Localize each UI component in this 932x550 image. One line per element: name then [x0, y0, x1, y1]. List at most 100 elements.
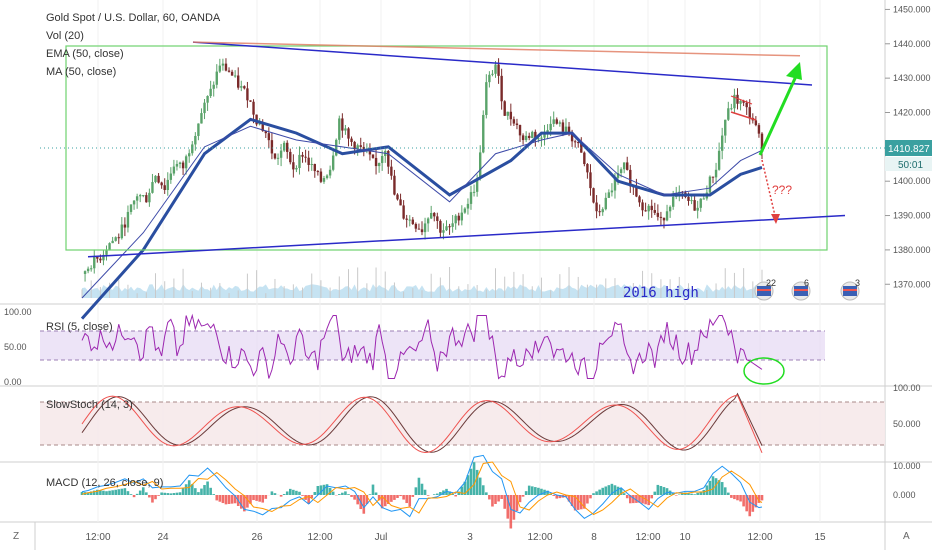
- candle-body: [442, 230, 444, 233]
- macd-bar: [313, 492, 316, 495]
- macd-bar: [727, 493, 730, 495]
- chart-title[interactable]: Gold Spot / U.S. Dollar, 60, OANDA: [46, 12, 221, 24]
- auto-scale-button[interactable]: A: [903, 531, 910, 542]
- macd-bar: [482, 485, 485, 495]
- macd-bar: [203, 485, 206, 495]
- macd-bar: [258, 495, 261, 502]
- candle-body: [540, 138, 542, 139]
- macd-bar: [212, 494, 215, 495]
- macd-bar: [748, 495, 751, 516]
- time-tick: Jul: [375, 532, 388, 543]
- candle-body: [173, 167, 175, 174]
- macd-label[interactable]: MACD (12, 26, close, 9): [46, 477, 163, 489]
- macd-bar: [721, 482, 724, 495]
- candle-body: [405, 219, 407, 220]
- candle-body: [657, 213, 659, 217]
- macd-bar: [215, 495, 218, 500]
- stoch-label[interactable]: SlowStoch (14, 3): [46, 399, 133, 411]
- macd-bar: [693, 494, 696, 495]
- candle-body: [194, 136, 196, 144]
- candle-body: [497, 65, 499, 76]
- candle-body: [412, 220, 414, 224]
- rsi-tick: 50.00: [4, 342, 27, 352]
- macd-tick: 10.000: [893, 461, 921, 471]
- macd-bar: [412, 495, 415, 497]
- candle-body: [402, 205, 404, 218]
- macd-bar: [264, 495, 267, 499]
- candle-body: [114, 237, 116, 241]
- macd-bar: [476, 470, 479, 495]
- macd-bar: [500, 495, 503, 499]
- candle-body: [372, 154, 374, 158]
- candle-body: [381, 156, 383, 163]
- candle-body: [237, 76, 239, 88]
- macd-bar: [641, 495, 644, 504]
- candle-body: [709, 177, 711, 193]
- candle-body: [145, 195, 147, 202]
- macd-bar: [396, 495, 399, 498]
- candle-body: [647, 206, 649, 212]
- timezone-button[interactable]: Z: [13, 531, 19, 542]
- candle-body: [749, 107, 751, 118]
- price-tick: 1370.000: [893, 279, 931, 289]
- macd-bar: [124, 488, 127, 495]
- candle-body: [687, 197, 689, 201]
- macd-bar: [473, 462, 476, 495]
- macd-bar: [399, 495, 402, 496]
- candle-body: [755, 120, 757, 125]
- macd-bar: [127, 491, 130, 495]
- candle-body: [216, 72, 218, 85]
- macd-bar: [231, 495, 234, 504]
- macd-bar: [742, 495, 745, 506]
- macd-tick: 0.000: [893, 490, 916, 500]
- candle-body: [602, 209, 604, 212]
- event-count: 22: [766, 278, 776, 288]
- macd-bar: [344, 491, 347, 495]
- candle-body: [246, 88, 248, 100]
- candle-body: [479, 152, 481, 178]
- macd-bar: [761, 495, 764, 500]
- time-tick: 3: [467, 532, 473, 543]
- price-tick: 1390.000: [893, 211, 931, 221]
- candle-body: [485, 82, 487, 115]
- macd-bar: [206, 482, 209, 496]
- macd-bar: [402, 495, 405, 500]
- macd-bar: [222, 495, 225, 503]
- candle-body: [415, 224, 417, 229]
- macd-bar: [427, 495, 430, 496]
- candle-body: [436, 216, 438, 221]
- candle-body: [592, 188, 594, 202]
- rsi-label[interactable]: RSI (5, close): [46, 321, 113, 333]
- candle-body: [274, 153, 276, 158]
- candle-body: [390, 167, 392, 176]
- candle-body: [280, 151, 282, 158]
- candle-body: [727, 108, 729, 119]
- candle-body: [430, 213, 432, 218]
- macd-bar: [470, 469, 473, 495]
- candle-body: [323, 178, 325, 182]
- macd-bar: [626, 495, 629, 498]
- candle-body: [111, 241, 113, 243]
- macd-bar: [525, 491, 528, 495]
- macd-bar: [657, 485, 660, 495]
- candle-body: [458, 216, 460, 221]
- candle-body: [209, 89, 211, 96]
- macd-bar: [433, 494, 436, 495]
- candle-body: [491, 74, 493, 75]
- macd-bar: [534, 487, 537, 495]
- macd-bar: [148, 495, 151, 497]
- indicator-label-ma[interactable]: MA (50, close): [46, 66, 116, 78]
- macd-bar: [117, 489, 120, 495]
- candle-body: [234, 76, 236, 77]
- macd-bar: [200, 489, 203, 495]
- indicator-label-ema[interactable]: EMA (50, close): [46, 48, 124, 60]
- macd-bar: [592, 493, 595, 495]
- candle-body: [586, 164, 588, 172]
- candle-body: [326, 175, 328, 178]
- macd-bar: [271, 491, 274, 495]
- candle-body: [252, 102, 254, 115]
- indicator-label-vol[interactable]: Vol (20): [46, 30, 84, 42]
- candle-body: [222, 64, 224, 66]
- candle-body: [203, 103, 205, 113]
